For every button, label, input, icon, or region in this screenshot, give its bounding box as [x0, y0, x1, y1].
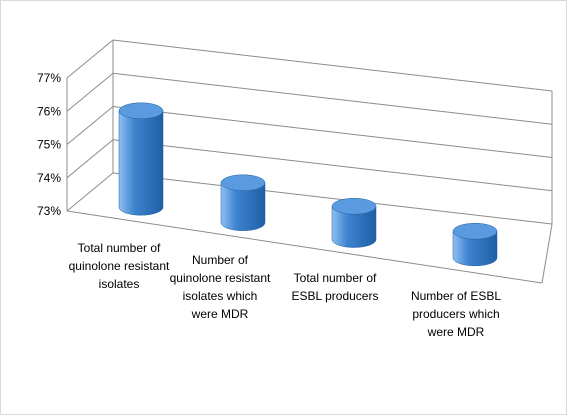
bar-body: [331, 206, 377, 248]
bar-layer: [118, 102, 498, 267]
bar-top: [220, 174, 266, 192]
y-tick-label: 73%: [37, 204, 61, 218]
gridline-depth: [66, 39, 114, 79]
y-tick-label: 75%: [37, 138, 61, 152]
x-category-label: Number of ESBL producers which were MDR: [391, 287, 521, 341]
bar-body: [118, 110, 164, 216]
gridline-depth: [66, 72, 114, 112]
tick-layer: 73% 74% 75% 76% 77%: [37, 71, 61, 218]
floor-front-edge: [66, 210, 543, 284]
x-category-label-line: Number of ESBL: [410, 289, 502, 303]
gridline-depth: [66, 172, 114, 212]
gridline: [112, 172, 553, 225]
x-category-label-line: quinolone resistant: [169, 271, 271, 285]
gridline: [112, 106, 553, 158]
grid-layer: [66, 39, 553, 284]
floor-depth-edge: [541, 223, 553, 284]
bar-body: [452, 230, 498, 267]
gridline: [112, 72, 553, 125]
bar: [118, 102, 164, 216]
x-category-label: Total number of ESBL producers: [270, 269, 400, 305]
bar-top: [331, 198, 377, 215]
y-tick-label: 76%: [37, 104, 61, 118]
x-category-label: Number of quinolone resistant isolates whi…: [155, 251, 285, 323]
x-category-label: Total number of quinolone resistant isolat…: [54, 239, 184, 293]
gridline: [112, 139, 553, 192]
x-category-label-line: Total number of: [293, 271, 377, 285]
x-category-label-line: Total number of: [77, 241, 161, 255]
bar-top: [452, 222, 498, 240]
x-category-label-line: were MDR: [191, 307, 249, 321]
gridline-depth: [66, 106, 114, 145]
x-category-label-line: isolates which: [182, 289, 258, 303]
y-tick-label: 77%: [37, 71, 61, 85]
x-category-label-line: quinolone resistant: [68, 259, 170, 273]
y-tick-label: 74%: [37, 171, 61, 185]
x-category-label-line: were MDR: [427, 325, 485, 339]
gridline-depth: [66, 139, 114, 179]
bar: [452, 222, 498, 267]
bar-top: [118, 102, 164, 120]
x-category-label-line: producers which: [412, 307, 500, 321]
gridline: [112, 39, 553, 92]
x-category-label-line: isolates: [98, 277, 140, 291]
x-category-label-line: Number of: [191, 253, 249, 267]
x-category-label-line: ESBL producers: [291, 289, 379, 303]
bar: [220, 174, 266, 231]
bar: [331, 198, 377, 248]
bar-body: [220, 182, 266, 231]
